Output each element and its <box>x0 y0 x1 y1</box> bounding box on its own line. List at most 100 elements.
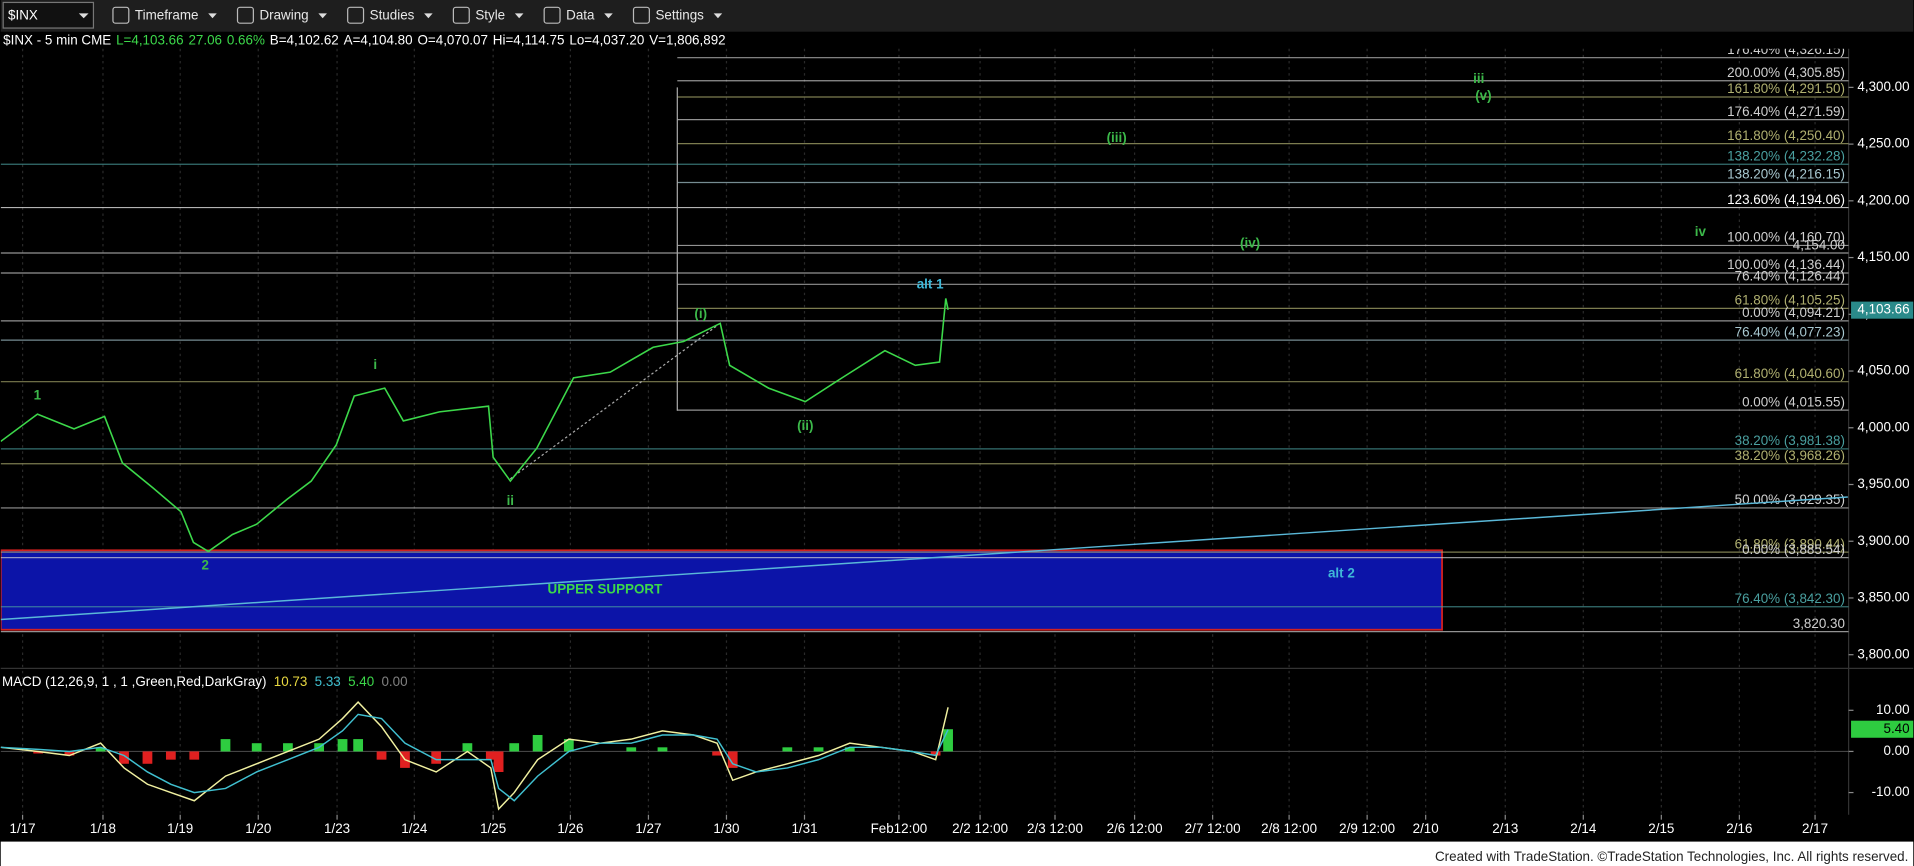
toolbar-menu[interactable]: Timeframe <box>135 7 199 22</box>
x-tick-label: 1/27 <box>635 821 661 836</box>
histogram-bar <box>930 751 941 756</box>
fib-label: 176.40% (4,326.15) <box>1727 42 1845 57</box>
fib-label: 123.60% (4,194.06) <box>1727 192 1845 207</box>
histogram-bar <box>485 751 496 760</box>
histogram-bar <box>64 751 75 756</box>
x-tick-label: Feb12:00 <box>871 821 928 836</box>
x-tick-label: 1/31 <box>791 821 817 836</box>
x-tick-label: 1/30 <box>713 821 739 836</box>
x-tick-label: 2/6 12:00 <box>1107 821 1163 836</box>
toolbar <box>0 0 1914 32</box>
x-tick-label: 2/3 12:00 <box>1027 821 1083 836</box>
wave-label: 2 <box>201 558 208 573</box>
toolbar-menu[interactable]: Settings <box>655 7 704 22</box>
macd-header: MACD (12,26,9, 1 , 1 ,Green,Red,DarkGray… <box>2 673 408 688</box>
fib-label: 4,154.00 <box>1793 237 1845 252</box>
histogram-bar <box>220 739 231 752</box>
fib-label: 200.00% (4,305.85) <box>1727 65 1845 80</box>
histogram-bar <box>142 751 153 764</box>
histogram-bar <box>657 747 668 752</box>
x-tick-label: 2/7 12:00 <box>1185 821 1241 836</box>
support-zone <box>0 549 1443 631</box>
macd-line <box>0 701 949 811</box>
channel-line <box>509 325 718 480</box>
fib-label: 76.40% (3,842.30) <box>1735 591 1845 606</box>
x-tick-label: 2/14 <box>1570 821 1597 836</box>
histogram-bar <box>376 751 387 760</box>
macd-header-item: MACD (12,26,9, 1 , 1 ,Green,Red,DarkGray… <box>2 673 267 688</box>
info-item: V=1,806,892 <box>649 32 725 47</box>
y-tick-label: -10.00 <box>1872 784 1910 799</box>
y-tick-label: 4,150.00 <box>1857 249 1909 264</box>
histogram-bar <box>337 739 348 752</box>
symbol[interactable]: $INX <box>8 7 38 22</box>
menu-icon <box>543 6 561 24</box>
fib-label: 61.80% (4,105.25) <box>1735 293 1845 308</box>
histogram-bar <box>943 729 953 752</box>
y-tick-label: 4,200.00 <box>1857 192 1909 207</box>
fib-label: 38.20% (3,968.26) <box>1735 448 1845 463</box>
x-tick-label: 2/9 12:00 <box>1339 821 1395 836</box>
histogram-bar <box>532 734 543 752</box>
histogram-bar <box>563 739 574 752</box>
macd-header-item: 10.73 <box>274 673 308 688</box>
x-tick-label: 2/15 <box>1648 821 1674 836</box>
x-tick-label: 1/25 <box>480 821 506 836</box>
wave-label: alt 2 <box>1328 566 1355 581</box>
y-tick-label: 3,900.00 <box>1857 533 1909 548</box>
x-tick-label: 1/18 <box>90 821 116 836</box>
macd-header-item: 5.33 <box>315 673 341 688</box>
fib-label: 100.00% (4,136.44) <box>1727 257 1845 272</box>
histogram-bar <box>119 751 129 764</box>
wave-label: (iv) <box>1240 235 1260 250</box>
info-item: B=4,102.62 <box>270 32 339 47</box>
wave-label: (v) <box>1475 88 1491 103</box>
info-item: A=4,104.80 <box>344 32 413 47</box>
fib-label: 61.80% (3,890.44) <box>1735 536 1845 551</box>
y-tick-label: 4,000.00 <box>1857 419 1909 434</box>
price-line <box>0 298 949 553</box>
dropdown-arrow <box>713 13 723 19</box>
footer-bar <box>0 841 1914 866</box>
dropdown-arrow <box>318 13 327 19</box>
support-label: UPPER SUPPORT <box>548 582 664 597</box>
x-tick-label: 1/19 <box>167 821 193 836</box>
fib-label: 161.80% (4,291.50) <box>1727 81 1845 96</box>
info-item: L=4,103.66 <box>116 32 183 47</box>
wave-label: iii <box>1473 71 1484 86</box>
fib-label: 161.80% (4,250.40) <box>1727 128 1845 143</box>
macd-header-item: 0.00 <box>381 673 407 688</box>
y-tick-label: 4,250.00 <box>1857 136 1909 151</box>
x-tick-label: 2/13 <box>1492 821 1518 836</box>
x-tick-label: 1/20 <box>245 821 271 836</box>
symbol-box[interactable] <box>2 1 95 29</box>
x-tick-label: 1/24 <box>401 821 428 836</box>
histogram-bar <box>462 743 473 752</box>
wave-label: i <box>373 357 377 372</box>
x-tick-label: 2/10 <box>1413 821 1439 836</box>
histogram-bar <box>189 751 200 760</box>
menu-icon <box>632 6 650 24</box>
y-tick-label: 3,800.00 <box>1857 646 1909 661</box>
histogram-bar <box>626 747 637 752</box>
y-tick-label: 4,300.00 <box>1857 79 1909 94</box>
x-tick-label: 1/17 <box>10 821 36 836</box>
wave-label: iv <box>1695 224 1707 239</box>
toolbar-menu[interactable]: Studies <box>370 7 415 22</box>
fib-label: 138.20% (4,216.15) <box>1727 167 1845 182</box>
wave-label: 1 <box>34 388 42 403</box>
histogram-bar <box>782 747 793 752</box>
info-line: $INX - 5 min CME L=4,103.66 27.06 0.66% B=4,… <box>3 32 725 47</box>
dropdown-arrow <box>514 13 524 19</box>
histogram-bar <box>813 747 824 752</box>
dropdown-arrow <box>424 13 433 19</box>
toolbar-menu[interactable]: Style <box>475 7 505 22</box>
toolbar-menu[interactable]: Data <box>566 7 595 22</box>
histogram-bar <box>844 747 855 752</box>
toolbar-menu[interactable]: Drawing <box>259 7 308 22</box>
fib-label: 0.00% (4,094.21) <box>1742 305 1845 320</box>
histogram-bar <box>727 751 738 768</box>
macd-last-label: 5.40 <box>1884 721 1910 736</box>
wave-label: (ii) <box>797 418 813 433</box>
